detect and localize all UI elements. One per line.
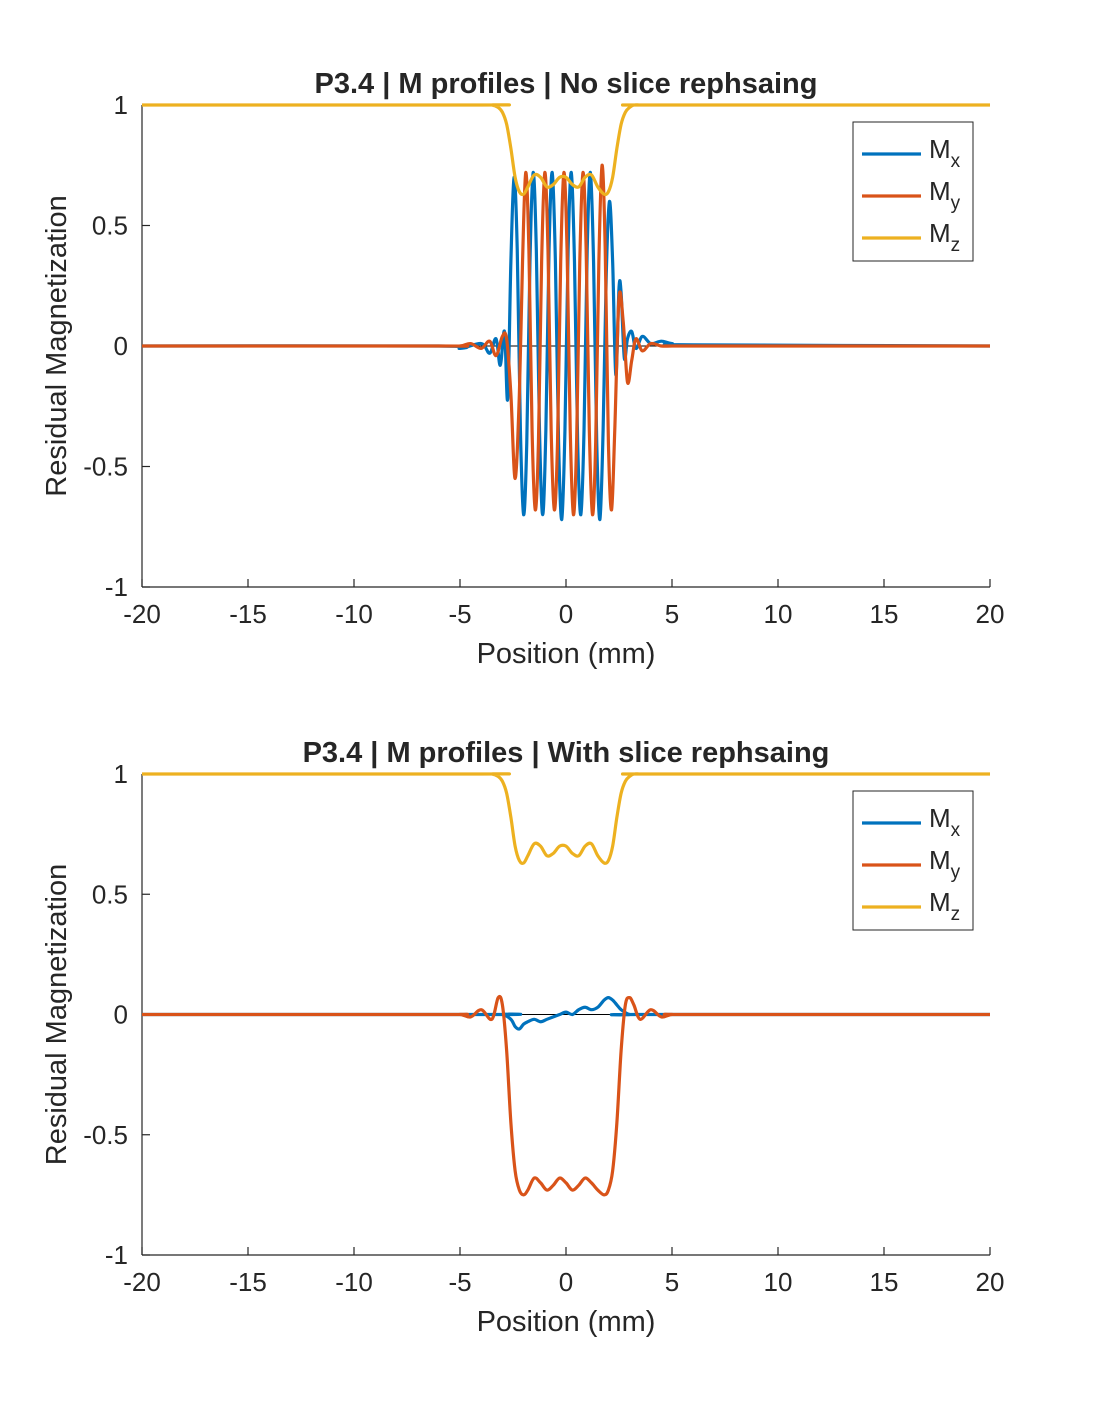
x-axis-label: Position (mm) [477,1306,656,1338]
series-line-x [142,996,990,1031]
x-tick-label: 10 [764,599,793,629]
series-line-y [142,163,990,517]
x-tick-label: 5 [665,599,679,629]
x-tick-label: -15 [229,1267,267,1297]
x-tick-label: 15 [870,599,899,629]
x-tick-label: -5 [448,1267,471,1297]
y-tick-label: 1 [114,759,128,789]
legend-subscript: y [951,193,961,214]
y-axis-label: Residual Magnetization [41,195,73,496]
y-tick-label: -0.5 [83,452,128,482]
chart-1: -20 -15 -10 -5 0 5 10 15 20 1 0.5 0 -0.5 -1 P3.4 | M p… [41,68,1004,670]
chart-2: -20 -15 -10 -5 0 5 10 15 20 1 0.5 0 -0.5 -1 P3.4 | M p… [41,737,1004,1338]
series-line-z [142,772,990,865]
x-tick-label: 15 [870,1267,899,1297]
x-tick-label: -15 [229,599,267,629]
x-tick-label: -10 [335,599,373,629]
y-tick-label: 0.5 [92,211,128,241]
y-tick-label: 0 [114,331,128,361]
y-axis-label: Residual Magnetization [41,864,73,1165]
y-tick-label: -1 [105,1240,128,1270]
x-tick-label: 10 [764,1267,793,1297]
x-tick-label: -10 [335,1267,373,1297]
x-tick-label: 20 [976,599,1005,629]
x-tick-label: 0 [559,599,573,629]
y-tick-label: 1 [114,90,128,120]
x-tick-label: 20 [976,1267,1005,1297]
x-tick-label: -20 [123,599,161,629]
x-tick-label: -5 [448,599,471,629]
legend-subscript: z [951,235,961,256]
y-tick-label: -0.5 [83,1120,128,1150]
x-tick-label: 0 [559,1267,573,1297]
series-line-z [142,103,990,197]
legend-subscript: x [951,820,961,841]
x-tick-label: -20 [123,1267,161,1297]
x-tick-label: 5 [665,1267,679,1297]
chart-title: P3.4 | M profiles | With slice rephsaing [303,737,830,769]
y-tick-label: 0.5 [92,879,128,909]
chart-title: P3.4 | M profiles | No slice rephsaing [315,68,818,100]
series-line-y [142,994,990,1197]
legend-subscript: y [951,862,961,883]
legend-subscript: z [951,904,961,925]
y-tick-label: -1 [105,572,128,602]
x-axis-label: Position (mm) [477,638,656,670]
y-tick-label: 0 [114,1000,128,1030]
legend-subscript: x [951,151,961,172]
